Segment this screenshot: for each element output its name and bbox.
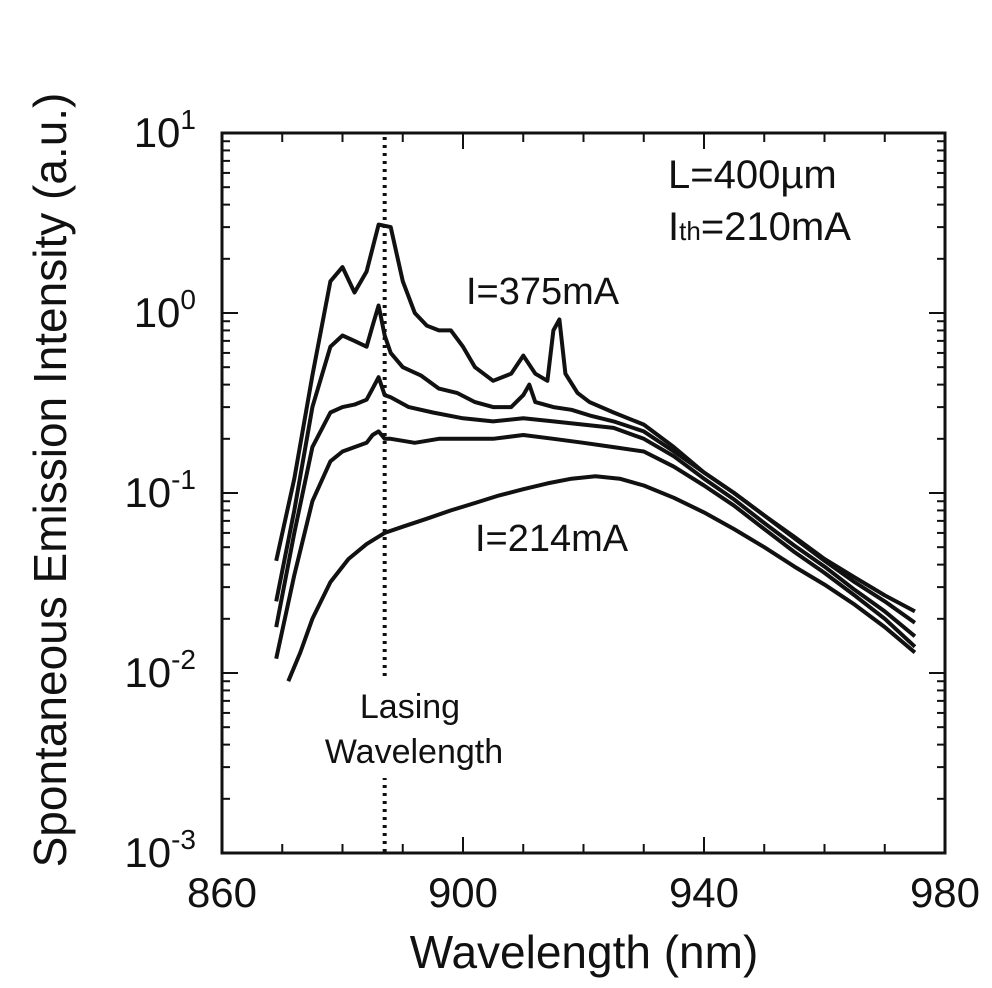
x-tick-label: 900 bbox=[428, 869, 498, 916]
series-line-5 bbox=[286, 474, 917, 682]
annotation-lasing-line2: Wavelength bbox=[325, 733, 503, 771]
y-tick-label: 10-1 bbox=[124, 464, 196, 516]
annotation-bottom-curve: I=214mA bbox=[475, 518, 629, 560]
x-tick-label: 980 bbox=[910, 869, 980, 916]
series-line-2 bbox=[274, 303, 917, 625]
annotation-top-curve: I=375mA bbox=[466, 271, 620, 313]
y-tick-labels: 101 100 10-1 10-2 10-3 bbox=[124, 104, 196, 876]
x-tick-labels: 860 900 940 980 bbox=[187, 869, 980, 916]
annotation-length: L=400µm bbox=[668, 153, 837, 197]
x-tick-label: 860 bbox=[187, 869, 257, 916]
y-axis-title: Spontaneous Emission Intensity (a.u.) bbox=[24, 93, 76, 868]
series-line-3 bbox=[274, 375, 917, 638]
x-tick-label: 940 bbox=[669, 869, 739, 916]
y-tick-label: 10-3 bbox=[124, 824, 196, 876]
series-line-4 bbox=[274, 429, 917, 660]
lasing-label-background bbox=[300, 680, 528, 778]
y-tick-label: 10-2 bbox=[124, 644, 196, 696]
x-axis-title: Wavelength (nm) bbox=[410, 926, 759, 978]
series-lines bbox=[274, 222, 917, 682]
y-tick-label: 100 bbox=[134, 284, 196, 336]
annotation-threshold: Ith=210mA bbox=[668, 205, 851, 249]
y-tick-label: 101 bbox=[134, 104, 196, 156]
annotation-lasing-line1: Lasing bbox=[360, 688, 460, 726]
axis-ticks bbox=[221, 132, 946, 854]
